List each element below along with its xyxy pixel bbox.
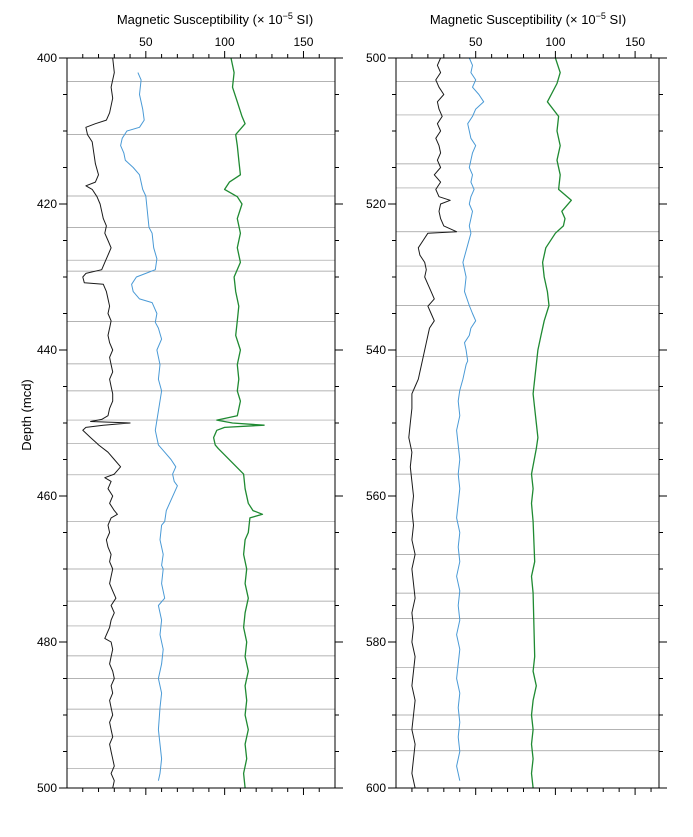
y-tick-label: 560 bbox=[366, 489, 386, 503]
y-tick-label: 580 bbox=[366, 635, 386, 649]
y-tick-label: 420 bbox=[37, 197, 57, 211]
series-line-blue bbox=[456, 57, 485, 781]
plot-frame bbox=[395, 57, 660, 789]
series-line-black bbox=[408, 57, 458, 789]
y-tick-label: 600 bbox=[366, 781, 386, 795]
y-tick-label: 500 bbox=[366, 51, 386, 65]
x-tick-label: 100 bbox=[215, 35, 235, 49]
x-axis-title-tail: SI) bbox=[293, 12, 313, 27]
x-tick-label: 150 bbox=[625, 35, 645, 49]
y-axis-title: Depth (mcd) bbox=[19, 379, 34, 451]
series-line-green bbox=[212, 57, 265, 789]
x-axis-title-main: Magnetic Susceptibility (× 10 bbox=[430, 12, 596, 27]
panel-400-500: Magnetic Susceptibility (× 10−5 SI) 50 10… bbox=[37, 11, 343, 795]
x-axis-title: Magnetic Susceptibility (× 10−5 SI) bbox=[117, 11, 313, 27]
panel-500-600: Magnetic Susceptibility (× 10−5 SI) 50 10… bbox=[366, 11, 667, 795]
x-tick-label: 100 bbox=[545, 35, 565, 49]
y-tick-label: 480 bbox=[37, 635, 57, 649]
x-tick-label: 50 bbox=[139, 35, 153, 49]
series-layer bbox=[82, 57, 265, 789]
series-line-blue bbox=[120, 72, 178, 781]
tick-layer: 50 100 150 400 420 440 460 480 500 bbox=[37, 35, 343, 795]
series-layer bbox=[408, 57, 572, 789]
series-line-green bbox=[530, 57, 572, 789]
tick-layer: 50 100 150 500 520 540 560 580 600 bbox=[366, 35, 667, 795]
x-axis-title-exp: −5 bbox=[283, 11, 293, 21]
y-tick-label: 500 bbox=[37, 781, 57, 795]
y-tick-label: 400 bbox=[37, 51, 57, 65]
y-tick-label: 460 bbox=[37, 489, 57, 503]
x-axis-title-tail: SI) bbox=[606, 12, 626, 27]
x-tick-label: 50 bbox=[469, 35, 483, 49]
series-line-black bbox=[82, 57, 131, 789]
y-tick-label: 540 bbox=[366, 343, 386, 357]
y-tick-label: 520 bbox=[366, 197, 386, 211]
core-break-lines bbox=[396, 81, 659, 752]
x-tick-label: 150 bbox=[293, 35, 313, 49]
y-tick-label: 440 bbox=[37, 343, 57, 357]
x-axis-title: Magnetic Susceptibility (× 10−5 SI) bbox=[430, 11, 626, 27]
x-axis-title-exp: −5 bbox=[596, 11, 606, 21]
x-axis-title-main: Magnetic Susceptibility (× 10 bbox=[117, 12, 283, 27]
